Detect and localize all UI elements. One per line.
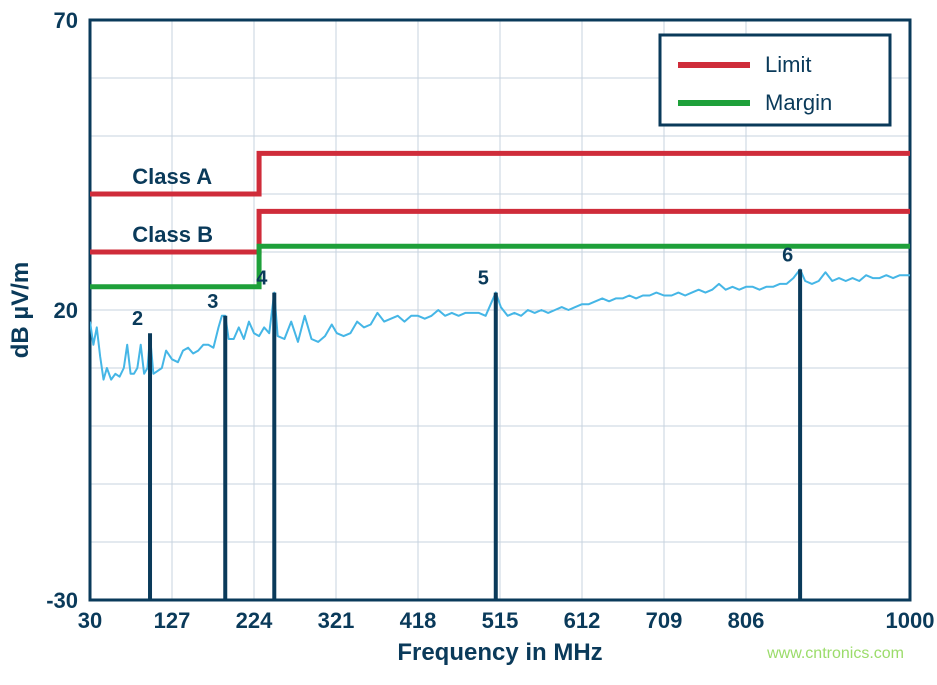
- x-tick-5: 515: [482, 608, 519, 633]
- x-tick-0: 30: [78, 608, 102, 633]
- legend-item-1: Margin: [765, 90, 832, 115]
- x-tick-4: 418: [400, 608, 437, 633]
- x-tick-7: 709: [646, 608, 683, 633]
- y-tick-0: -30: [46, 588, 78, 613]
- x-tick-1: 127: [154, 608, 191, 633]
- y-tick-2: 70: [54, 8, 78, 33]
- emission-spectrum-chart: 2 3 4 5 6 Class A Class B 30 127 224 321 418 515 612 7…: [0, 0, 937, 685]
- x-axis-label: Frequency in MHz: [397, 639, 602, 666]
- x-tick-8: 806: [728, 608, 765, 633]
- marker-label-6: 6: [782, 244, 793, 266]
- x-tick-2: 224: [236, 608, 273, 633]
- marker-label-4: 4: [256, 268, 268, 290]
- y-axis-label: dB µV/m: [7, 262, 34, 359]
- x-tick-3: 321: [318, 608, 355, 633]
- x-tick-9: 1000: [886, 608, 935, 633]
- marker-label-3: 3: [207, 291, 218, 313]
- marker-label-5: 5: [478, 268, 489, 290]
- legend: Limit Margin: [660, 35, 890, 125]
- legend-item-0: Limit: [765, 52, 811, 77]
- y-tick-1: 20: [54, 298, 78, 323]
- class-a-label: Class A: [132, 164, 212, 189]
- class-b-label: Class B: [132, 222, 213, 247]
- watermark: www.cntronics.com: [766, 645, 904, 662]
- marker-label-2: 2: [132, 308, 143, 330]
- x-tick-6: 612: [564, 608, 601, 633]
